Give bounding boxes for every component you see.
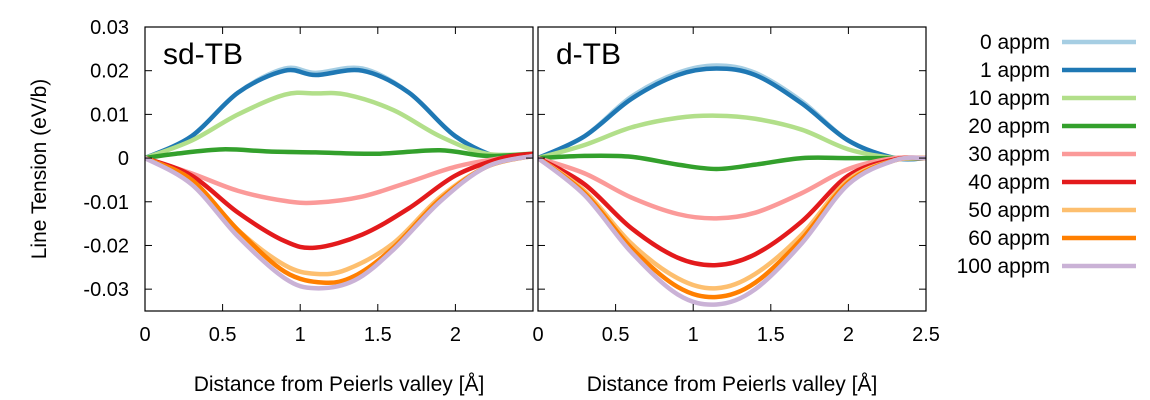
series-line-40-appm (145, 151, 533, 251)
legend-label: 100 appm (957, 255, 1050, 278)
series-line-1-appm (538, 66, 926, 162)
series-line-20-appm (145, 147, 533, 161)
x-tick-label: 1.5 (757, 324, 785, 346)
series-line-10-appm (538, 113, 926, 161)
series-line-1-appm (145, 67, 533, 162)
legend-label: 20 appm (968, 115, 1050, 138)
legend-label: 50 appm (968, 199, 1050, 222)
y-tick-label: 0.01 (90, 104, 129, 126)
y-tick-label: -0.01 (83, 192, 129, 214)
plot-frame (144, 26, 534, 312)
x-tick-label: 1.5 (364, 324, 392, 346)
plot-frame (537, 26, 927, 312)
panel-d-tb: 0 0.5 1 1.5 2 2.5 d-TB Distance from Peierls va… (532, 26, 940, 396)
x-tick-label: 0.5 (602, 324, 630, 346)
series-line-0-appm (145, 65, 533, 162)
panel-title: sd-TB (163, 38, 243, 71)
legend-label: 40 appm (968, 171, 1050, 194)
x-tick-label: 1 (295, 324, 306, 346)
series-line-30-appm (145, 153, 533, 206)
legend: 0 appm 1 appm 10 appm 20 appm 30 appm 40 appm… (957, 31, 1136, 278)
y-tick-label: 0.03 (90, 17, 129, 39)
legend-label: 10 appm (968, 87, 1050, 110)
series-group (538, 63, 926, 307)
x-tick-label: 1 (688, 324, 699, 346)
x-tick-label: 2 (450, 324, 461, 346)
series-line-100-appm (145, 153, 533, 291)
legend-label: 30 appm (968, 143, 1050, 166)
series-group (145, 65, 533, 291)
panel-sd-tb: 0 0.5 1 1.5 2 sd-TB Distance from Peierls vall… (139, 26, 534, 396)
series-line-20-appm (538, 153, 926, 172)
series-line-30-appm (538, 155, 926, 221)
panel-title: d-TB (556, 38, 621, 71)
x-axis-title: Distance from Peierls valley [Å] (194, 373, 485, 396)
legend-label: 1 appm (980, 59, 1050, 82)
series-line-0-appm (538, 63, 926, 162)
legend-label: 0 appm (980, 31, 1050, 54)
x-axis-title: Distance from Peierls valley [Å] (587, 373, 878, 396)
x-tick-label: 2 (843, 324, 854, 346)
y-tick-label: -0.02 (83, 235, 129, 257)
y-tick-label: 0.02 (90, 61, 129, 83)
series-line-10-appm (145, 90, 533, 161)
y-tick-label: -0.03 (83, 279, 129, 301)
x-tick-label: 0.5 (209, 324, 237, 346)
legend-label: 60 appm (968, 227, 1050, 250)
y-axis-title: Line Tension (eV/b) (28, 79, 51, 260)
x-tick-label: 2.5 (912, 324, 940, 346)
x-tick-label: 0 (139, 324, 150, 346)
x-tick-label: 0 (532, 324, 543, 346)
y-tick-label: 0 (118, 148, 129, 170)
series-line-100-appm (538, 155, 926, 307)
